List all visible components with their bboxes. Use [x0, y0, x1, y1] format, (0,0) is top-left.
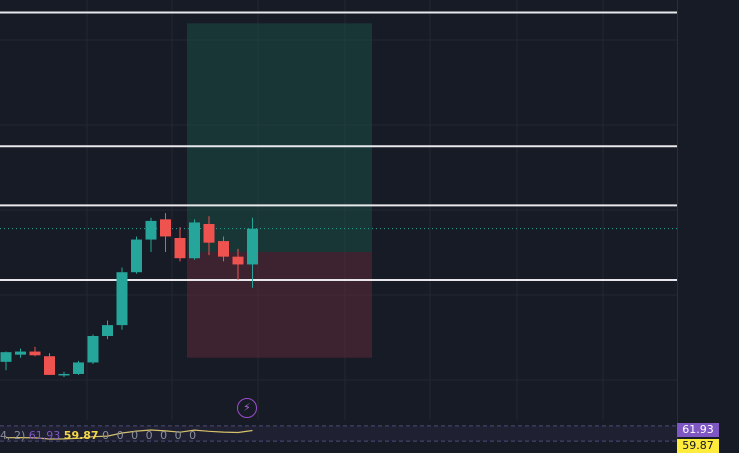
candle-up	[58, 373, 70, 376]
candle-down	[232, 256, 244, 265]
candle-up	[116, 272, 128, 326]
indicator-line	[5, 429, 253, 440]
candle-up	[247, 228, 258, 265]
lightning-alert-icon[interactable]: ⚡	[237, 398, 257, 418]
candle-up	[131, 239, 142, 273]
candle-up	[145, 220, 157, 240]
candle-down	[29, 351, 41, 356]
candle-down	[218, 241, 229, 257]
price-tag-purple: 61.93	[677, 423, 719, 437]
indicator-params: 4, 2)	[0, 429, 26, 442]
candle-up	[0, 352, 12, 362]
indicator-legend: 4, 2) 61.93 59.87 0 0 0 0 0 0 0	[0, 429, 198, 443]
candle-down	[174, 238, 186, 259]
long-position-tool[interactable]	[187, 23, 372, 358]
candle-down	[203, 224, 215, 243]
candle-up	[87, 336, 99, 363]
indicator-zero-values: 0 0 0 0 0 0 0	[102, 429, 199, 442]
candle-up	[102, 325, 113, 336]
candle-up	[189, 222, 200, 259]
candle-down	[160, 219, 171, 237]
candlestick-series	[0, 213, 258, 378]
candle-down	[44, 356, 55, 375]
indicator-value-2: 59.87	[63, 429, 99, 442]
candle-up	[73, 362, 84, 374]
candle-up	[15, 351, 26, 355]
indicator-value-1: 61.93	[28, 429, 61, 442]
take-profit-zone[interactable]	[187, 23, 372, 253]
price-tag-yellow: 59.87	[677, 439, 719, 453]
indicator-pane	[0, 425, 677, 442]
stop-loss-zone[interactable]	[187, 252, 372, 358]
horizontal-lines[interactable]	[0, 11, 677, 281]
